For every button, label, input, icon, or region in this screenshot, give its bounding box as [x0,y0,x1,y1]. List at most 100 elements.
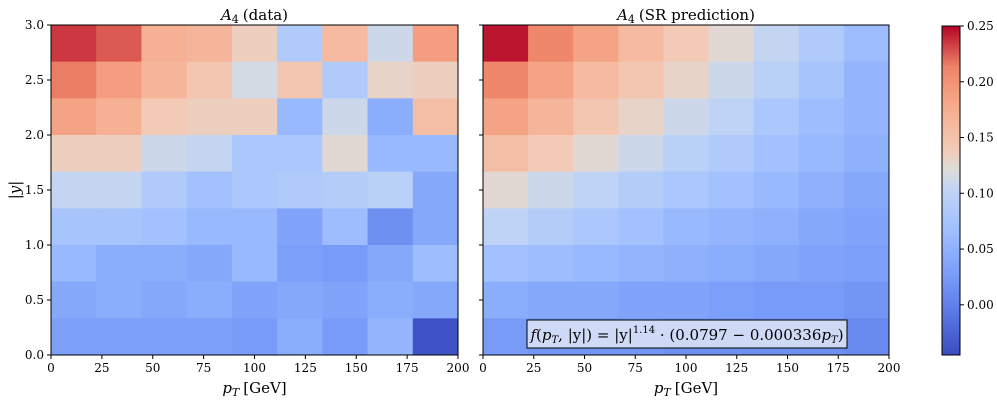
heatmap-cell [483,135,529,173]
heatmap-cell [51,25,97,63]
heatmap-cell [322,208,368,246]
heatmap-cell [231,135,278,173]
heatmap-cell [618,98,664,136]
heatmap-cell [141,318,188,356]
heatmap-cell [141,135,188,173]
heatmap-cell [528,245,574,283]
x-tick-label: 50 [145,361,160,375]
heatmap-cell [96,25,142,63]
x-tick-label: 175 [827,361,850,375]
heatmap-cell [843,318,890,356]
heatmap-cell [51,98,97,136]
heatmap-cell [528,98,574,136]
heatmap-cell [186,135,233,173]
x-tick-label: 0 [47,361,55,375]
heatmap-cell [186,245,233,283]
heatmap-cell [186,318,233,356]
x-ticks-right: 0 25 50 75 100 125 150 175 200 [479,355,900,375]
heatmap-cell [141,61,188,99]
x-tick-label: 125 [725,361,748,375]
heatmap-cell [528,25,574,63]
y-ticks-right [479,24,483,356]
heatmap-cell [322,98,368,136]
heatmap-cell [798,61,845,99]
heatmap-cell [367,98,414,136]
heatmap-cell [186,208,233,246]
heatmap-cell [618,135,664,173]
heatmap-cell [367,281,414,319]
heatmap-cell [528,135,574,173]
heatmap-cell [277,171,323,209]
heatmap-cell [483,245,529,283]
x-tick-label: 75 [196,361,211,375]
heatmap-cell [322,135,368,173]
colorbar-ticks: 0.00 0.05 0.10 0.15 0.20 0.25 [960,19,994,312]
heatmap-cell [618,171,664,209]
heatmap-cell [277,61,323,99]
heatmap-cell [367,245,414,283]
heatmap-cell [412,318,459,356]
heatmap-cell [412,61,459,99]
heatmap-cell [367,171,414,209]
x-tick-label: 25 [94,361,109,375]
x-tick-label: 150 [345,361,368,375]
heatmap-cell [186,171,233,209]
heatmap-prediction-panel: 0 25 50 75 100 125 150 175 200 A4 (SR prediction)… [479,6,900,399]
heatmap-cell [753,171,800,209]
heatmap-cell [708,98,755,136]
heatmap-cell [186,25,233,63]
colorbar-tick-label: 0.25 [967,19,994,33]
y-tick-label: 0.0 [25,348,44,362]
heatmap-cell [573,61,619,99]
colorbar-tick-label: 0.05 [967,242,994,256]
heatmap-cell [322,245,368,283]
heatmap-cell [96,318,142,356]
heatmap-cell [186,61,233,99]
heatmap-cell [231,171,278,209]
heatmap-cell [708,208,755,246]
y-tick-label: 1.5 [25,183,44,197]
heatmap-cell [618,281,664,319]
heatmap-cell [843,171,890,209]
heatmap-cell [528,208,574,246]
heatmap-cell [708,61,755,99]
heatmap-cell [322,318,368,356]
heatmap-cell [708,135,755,173]
x-tick-label: 150 [776,361,799,375]
colorbar: 0.00 0.05 0.10 0.15 0.20 0.25 [941,19,994,356]
heatmap-cell [798,135,845,173]
x-tick-label: 200 [878,361,901,375]
heatmap-cell [51,135,97,173]
heatmap-cell [573,245,619,283]
heatmap-cell [141,98,188,136]
x-tick-label: 0 [479,361,487,375]
heatmap-cell [141,25,188,63]
heatmap-cell [96,245,142,283]
heatmap-cell [412,281,459,319]
heatmap-cell [322,171,368,209]
heatmap-cell [277,135,323,173]
heatmap-cell [798,281,845,319]
x-ticks-left: 0 25 50 75 100 125 150 175 200 [47,355,469,375]
heatmap-cell [141,171,188,209]
colorbar-tick-label: 0.00 [967,298,994,312]
colorbar-tick-label: 0.15 [967,131,994,145]
heatmap-cell [412,98,459,136]
y-tick-label: 2.0 [25,128,44,142]
x-tick-label: 100 [243,361,266,375]
heatmap-cell [663,25,709,63]
x-tick-label: 50 [577,361,592,375]
heatmap-cell [141,208,188,246]
heatmap-cell [483,281,529,319]
heatmap-cell [753,135,800,173]
heatmap-cell [843,208,890,246]
heatmap-cell [51,318,97,356]
heatmap-cell [96,98,142,136]
heatmap-cell [843,281,890,319]
heatmap-cell [528,281,574,319]
heatmap-cell [663,245,709,283]
y-tick-label: 3.0 [25,18,44,32]
heatmap-cell [51,245,97,283]
title-left: A4 (data) [219,6,288,26]
heatmap-cell [663,281,709,319]
